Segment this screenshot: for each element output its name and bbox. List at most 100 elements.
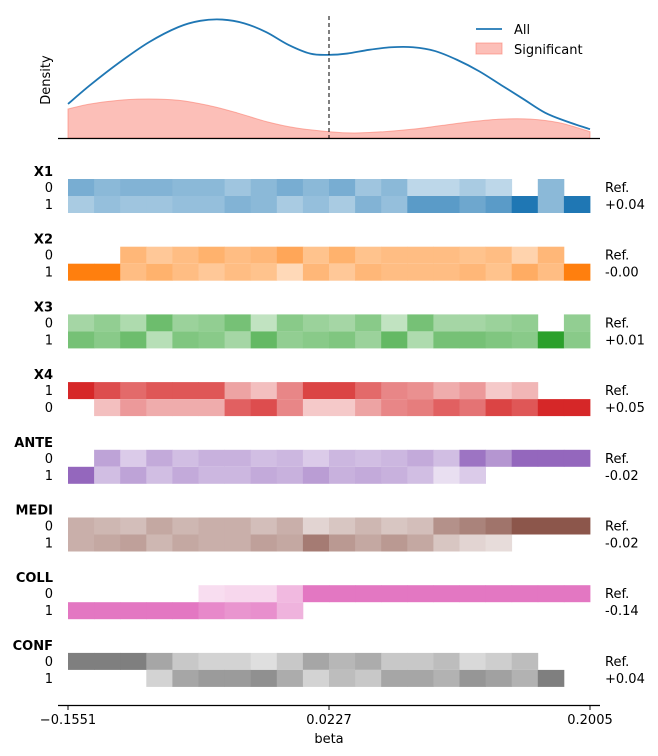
- heat-cell: [485, 263, 513, 281]
- heat-cell: [355, 382, 382, 400]
- heat-cell: [329, 585, 356, 603]
- heat-cell: [537, 179, 565, 196]
- heat-cell: [224, 263, 252, 281]
- heat-cell: [537, 263, 565, 281]
- heat-cell: [407, 246, 434, 264]
- heat-cell: [563, 331, 591, 349]
- heat-cell: [355, 669, 382, 687]
- heat-cell: [172, 669, 199, 687]
- heat-cell: [120, 263, 147, 281]
- heat-cell: [94, 314, 121, 332]
- heat-cell: [276, 263, 304, 281]
- heat-cell: [172, 331, 199, 349]
- heat-cell: [172, 196, 199, 213]
- heat-cell: [511, 196, 539, 213]
- heat-cell: [172, 534, 199, 552]
- variable-group-x3: X30 Ref. 1 +0.01: [34, 300, 645, 349]
- heat-cell: [276, 517, 304, 535]
- heat-cell: [511, 263, 539, 281]
- level-label: 1: [45, 384, 53, 399]
- heat-cell: [302, 331, 330, 349]
- heat-cell: [485, 585, 513, 603]
- heat-cell: [68, 179, 95, 196]
- heat-cell: [120, 449, 147, 467]
- level-label: 0: [45, 655, 53, 670]
- heat-cell: [276, 585, 304, 603]
- variable-name: X4: [34, 368, 53, 383]
- heat-cell: [250, 534, 278, 552]
- heat-cell: [250, 399, 278, 417]
- heat-cell: [250, 669, 278, 687]
- heat-cell: [329, 263, 356, 281]
- heat-cell: [224, 466, 252, 484]
- heat-cell: [433, 534, 460, 552]
- heat-cell: [224, 449, 252, 467]
- heat-cell: [146, 652, 173, 670]
- heat-cell: [250, 246, 278, 264]
- heat-cell: [563, 585, 591, 603]
- heat-cell: [94, 331, 121, 349]
- heat-cell: [172, 399, 199, 417]
- heat-cell: [381, 534, 408, 552]
- heat-cell: [407, 263, 434, 281]
- heat-cell: [172, 179, 199, 196]
- heat-cell: [146, 246, 173, 264]
- heat-cell: [433, 449, 460, 467]
- heat-cell: [329, 517, 356, 535]
- series-area-significant: [67, 98, 591, 139]
- heat-cell: [198, 314, 225, 332]
- heat-cell: [302, 399, 330, 417]
- x-axis-label: beta: [314, 732, 343, 747]
- heat-cell: [433, 585, 460, 603]
- heat-cell: [172, 517, 199, 535]
- heat-cell: [329, 196, 356, 213]
- heat-cell: [302, 585, 330, 603]
- heat-cell: [302, 196, 330, 213]
- density-panel: Density All Significant: [39, 16, 600, 140]
- heat-cell: [355, 585, 382, 603]
- heat-cell: [563, 517, 591, 535]
- heat-cell: [329, 331, 356, 349]
- heat-cell: [276, 196, 304, 213]
- heat-cell: [120, 196, 147, 213]
- heat-cell: [198, 669, 225, 687]
- heat-cell: [224, 517, 252, 535]
- heat-cell: [459, 399, 486, 417]
- effect-value: +0.04: [605, 198, 645, 213]
- heat-cell: [485, 534, 513, 552]
- heat-cell: [433, 517, 460, 535]
- heat-cell: [172, 602, 199, 620]
- heat-cell: [329, 382, 356, 400]
- heat-cell: [459, 263, 486, 281]
- heat-cell: [355, 331, 382, 349]
- heat-cell: [94, 399, 121, 417]
- heat-cell: [485, 669, 513, 687]
- heat-cell: [355, 179, 382, 196]
- heat-cell: [172, 466, 199, 484]
- heat-cell: [198, 517, 225, 535]
- heat-cell: [250, 263, 278, 281]
- heat-cell: [120, 602, 147, 620]
- heat-cell: [407, 179, 434, 196]
- heat-cell: [146, 534, 173, 552]
- heat-cell: [537, 331, 565, 349]
- heat-cell: [224, 382, 252, 400]
- heat-cell: [485, 399, 513, 417]
- heat-cell: [381, 382, 408, 400]
- heat-cell: [172, 652, 199, 670]
- level-label: 1: [45, 672, 53, 687]
- reference-label: Ref.: [605, 181, 629, 196]
- heat-cell: [94, 179, 121, 196]
- heat-cell: [146, 669, 173, 687]
- level-label: 1: [45, 333, 53, 348]
- heat-cell: [276, 179, 304, 196]
- heat-cell: [276, 466, 304, 484]
- heat-cell: [146, 517, 173, 535]
- heat-cell: [250, 179, 278, 196]
- heat-cell: [381, 263, 408, 281]
- effect-value: -0.00: [605, 266, 639, 281]
- heat-cell: [381, 196, 408, 213]
- heat-cell: [381, 246, 408, 264]
- heat-cell: [146, 399, 173, 417]
